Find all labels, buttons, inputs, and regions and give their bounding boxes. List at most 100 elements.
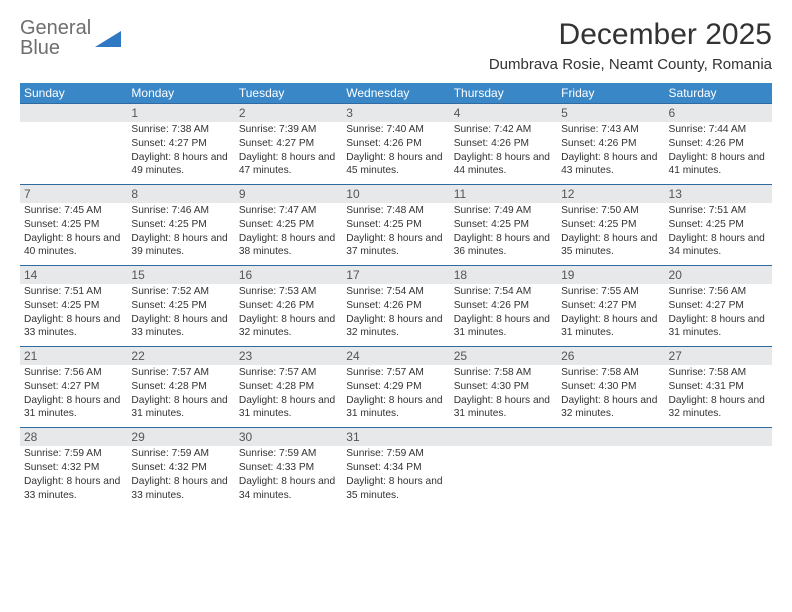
daylight-line: Daylight: 8 hours and 31 minutes.: [346, 394, 445, 422]
day-data-cell: Sunrise: 7:55 AMSunset: 4:27 PMDaylight:…: [557, 284, 664, 347]
day-number-cell: 2: [235, 104, 342, 123]
daylight-line: Daylight: 8 hours and 35 minutes.: [561, 232, 660, 260]
sunrise-line: Sunrise: 7:40 AM: [346, 123, 445, 137]
calendar-body: 123456Sunrise: 7:38 AMSunset: 4:27 PMDay…: [20, 104, 772, 509]
sunrise-line: Sunrise: 7:54 AM: [346, 285, 445, 299]
sunset-line: Sunset: 4:27 PM: [131, 137, 230, 151]
sunrise-line: Sunrise: 7:54 AM: [454, 285, 553, 299]
sunset-line: Sunset: 4:27 PM: [239, 137, 338, 151]
daylight-line: Daylight: 8 hours and 36 minutes.: [454, 232, 553, 260]
sunset-line: Sunset: 4:26 PM: [454, 299, 553, 313]
day-data-cell: Sunrise: 7:51 AMSunset: 4:25 PMDaylight:…: [665, 203, 772, 266]
sunset-line: Sunset: 4:25 PM: [454, 218, 553, 232]
day-data-cell: Sunrise: 7:59 AMSunset: 4:34 PMDaylight:…: [342, 446, 449, 508]
logo-line2: Blue: [20, 38, 91, 58]
day-data-cell: Sunrise: 7:58 AMSunset: 4:30 PMDaylight:…: [557, 365, 664, 428]
sunset-line: Sunset: 4:30 PM: [561, 380, 660, 394]
day-number-cell: [557, 428, 664, 447]
day-data-cell: Sunrise: 7:39 AMSunset: 4:27 PMDaylight:…: [235, 122, 342, 185]
sunrise-line: Sunrise: 7:59 AM: [239, 447, 338, 461]
sunset-line: Sunset: 4:26 PM: [346, 299, 445, 313]
sunrise-line: Sunrise: 7:59 AM: [24, 447, 123, 461]
sunset-line: Sunset: 4:26 PM: [454, 137, 553, 151]
day-header: Saturday: [665, 83, 772, 104]
sunset-line: Sunset: 4:28 PM: [239, 380, 338, 394]
sunrise-line: Sunrise: 7:59 AM: [131, 447, 230, 461]
day-data-cell: Sunrise: 7:49 AMSunset: 4:25 PMDaylight:…: [450, 203, 557, 266]
header: General Blue December 2025 Dumbrava Rosi…: [20, 18, 772, 79]
sunset-line: Sunset: 4:25 PM: [24, 299, 123, 313]
sunset-line: Sunset: 4:26 PM: [669, 137, 768, 151]
sunrise-line: Sunrise: 7:38 AM: [131, 123, 230, 137]
daylight-line: Daylight: 8 hours and 31 minutes.: [561, 313, 660, 341]
day-header: Monday: [127, 83, 234, 104]
day-number-cell: 9: [235, 185, 342, 204]
daylight-line: Daylight: 8 hours and 45 minutes.: [346, 151, 445, 179]
day-number-cell: 26: [557, 347, 664, 366]
sunrise-line: Sunrise: 7:47 AM: [239, 204, 338, 218]
day-data-cell: Sunrise: 7:45 AMSunset: 4:25 PMDaylight:…: [20, 203, 127, 266]
sunset-line: Sunset: 4:27 PM: [669, 299, 768, 313]
day-number-cell: 4: [450, 104, 557, 123]
day-header: Tuesday: [235, 83, 342, 104]
week-number-row: 123456: [20, 104, 772, 123]
daylight-line: Daylight: 8 hours and 49 minutes.: [131, 151, 230, 179]
daylight-line: Daylight: 8 hours and 33 minutes.: [131, 475, 230, 503]
day-data-cell: Sunrise: 7:57 AMSunset: 4:28 PMDaylight:…: [127, 365, 234, 428]
sunrise-line: Sunrise: 7:46 AM: [131, 204, 230, 218]
daylight-line: Daylight: 8 hours and 32 minutes.: [561, 394, 660, 422]
week-data-row: Sunrise: 7:56 AMSunset: 4:27 PMDaylight:…: [20, 365, 772, 428]
sunset-line: Sunset: 4:26 PM: [346, 137, 445, 151]
day-data-cell: Sunrise: 7:57 AMSunset: 4:28 PMDaylight:…: [235, 365, 342, 428]
day-data-cell: Sunrise: 7:53 AMSunset: 4:26 PMDaylight:…: [235, 284, 342, 347]
day-header: Friday: [557, 83, 664, 104]
week-data-row: Sunrise: 7:59 AMSunset: 4:32 PMDaylight:…: [20, 446, 772, 508]
day-number-cell: [665, 428, 772, 447]
sunset-line: Sunset: 4:33 PM: [239, 461, 338, 475]
logo-text-block: General Blue: [20, 18, 91, 58]
daylight-line: Daylight: 8 hours and 31 minutes.: [239, 394, 338, 422]
day-data-cell: [557, 446, 664, 508]
daylight-line: Daylight: 8 hours and 47 minutes.: [239, 151, 338, 179]
week-number-row: 21222324252627: [20, 347, 772, 366]
sunrise-line: Sunrise: 7:39 AM: [239, 123, 338, 137]
day-data-cell: [20, 122, 127, 185]
sunrise-line: Sunrise: 7:48 AM: [346, 204, 445, 218]
sunrise-line: Sunrise: 7:57 AM: [239, 366, 338, 380]
daylight-line: Daylight: 8 hours and 33 minutes.: [131, 313, 230, 341]
week-number-row: 78910111213: [20, 185, 772, 204]
day-data-cell: Sunrise: 7:50 AMSunset: 4:25 PMDaylight:…: [557, 203, 664, 266]
daylight-line: Daylight: 8 hours and 34 minutes.: [669, 232, 768, 260]
sunset-line: Sunset: 4:27 PM: [24, 380, 123, 394]
sunrise-line: Sunrise: 7:45 AM: [24, 204, 123, 218]
day-number-cell: 17: [342, 266, 449, 285]
sunrise-line: Sunrise: 7:57 AM: [346, 366, 445, 380]
week-number-row: 14151617181920: [20, 266, 772, 285]
sunrise-line: Sunrise: 7:56 AM: [669, 285, 768, 299]
day-data-cell: Sunrise: 7:56 AMSunset: 4:27 PMDaylight:…: [20, 365, 127, 428]
day-number-cell: 18: [450, 266, 557, 285]
day-number-cell: 6: [665, 104, 772, 123]
daylight-line: Daylight: 8 hours and 33 minutes.: [24, 475, 123, 503]
day-number-cell: 20: [665, 266, 772, 285]
week-data-row: Sunrise: 7:38 AMSunset: 4:27 PMDaylight:…: [20, 122, 772, 185]
day-data-cell: Sunrise: 7:59 AMSunset: 4:32 PMDaylight:…: [20, 446, 127, 508]
daylight-line: Daylight: 8 hours and 33 minutes.: [24, 313, 123, 341]
title-block: December 2025 Dumbrava Rosie, Neamt Coun…: [489, 18, 772, 79]
sunset-line: Sunset: 4:25 PM: [561, 218, 660, 232]
sunset-line: Sunset: 4:25 PM: [24, 218, 123, 232]
day-header: Thursday: [450, 83, 557, 104]
week-data-row: Sunrise: 7:51 AMSunset: 4:25 PMDaylight:…: [20, 284, 772, 347]
sunrise-line: Sunrise: 7:57 AM: [131, 366, 230, 380]
day-number-cell: [450, 428, 557, 447]
daylight-line: Daylight: 8 hours and 34 minutes.: [239, 475, 338, 503]
daylight-line: Daylight: 8 hours and 31 minutes.: [454, 394, 553, 422]
month-title: December 2025: [489, 18, 772, 52]
sunset-line: Sunset: 4:25 PM: [346, 218, 445, 232]
day-number-cell: 11: [450, 185, 557, 204]
daylight-line: Daylight: 8 hours and 31 minutes.: [669, 313, 768, 341]
sunrise-line: Sunrise: 7:53 AM: [239, 285, 338, 299]
sunset-line: Sunset: 4:34 PM: [346, 461, 445, 475]
sunrise-line: Sunrise: 7:58 AM: [454, 366, 553, 380]
sunset-line: Sunset: 4:27 PM: [561, 299, 660, 313]
